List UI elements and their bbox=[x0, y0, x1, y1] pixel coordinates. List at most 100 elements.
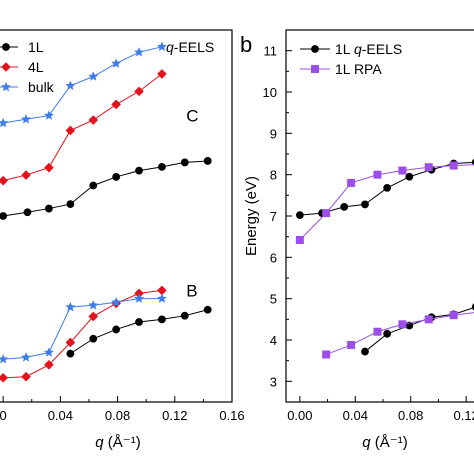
panel-a-series-4L-B-point bbox=[157, 285, 167, 296]
panel-b-series-1l-rpa-point bbox=[449, 311, 458, 320]
panel-a-series-1L-C-point bbox=[66, 200, 75, 208]
panel-a-series-bulk-C-point bbox=[0, 117, 9, 128]
panel-a-series-4L-C-point bbox=[157, 69, 167, 79]
panel-a-series-1L-C-point bbox=[158, 162, 166, 171]
panel-a-series-bulk-B-point bbox=[21, 352, 31, 362]
panel-b-y-tick-label: 7 bbox=[270, 209, 277, 224]
panel-a-series-bulk-B-point bbox=[111, 297, 122, 307]
panel-a-series-1L-B-point bbox=[89, 334, 98, 343]
panel-b-series-1l-rpa-1-line bbox=[299, 164, 474, 241]
panel-b-series-1l-rpa-point bbox=[347, 178, 356, 187]
panel-b-series-1l-rpa-point bbox=[295, 235, 304, 244]
panel-a-x-tick-label: 0.16 bbox=[219, 408, 244, 423]
panel-a-legend-label-1L: 1L bbox=[28, 39, 44, 55]
panel-b-x-axis-label-unit: (Å⁻¹) bbox=[371, 434, 408, 451]
panel-a-series-bulk-C-point bbox=[134, 47, 144, 57]
panel-a-legend-marker-4L bbox=[1, 62, 11, 72]
panel-b-legend-label-1l-rpa: 1L RPA bbox=[335, 61, 382, 77]
panel-a-series-1L-C-point bbox=[0, 212, 8, 220]
panel-a-series-4L-B-point bbox=[44, 360, 54, 370]
panel-a-series-4L-B-point bbox=[134, 288, 144, 299]
panel-b-legend-label-1l-q-eels: 1L q-EELS bbox=[335, 41, 402, 57]
panel-a-series-4L-B-point bbox=[0, 373, 8, 383]
panel-a-x-tick-label: 0.08 bbox=[105, 408, 130, 423]
panel-a-annotation: q-EELS bbox=[166, 39, 214, 55]
panel-b-y-tick-label: 9 bbox=[270, 126, 277, 141]
panel-b-series-1l-q-eels-point bbox=[383, 329, 392, 338]
panel-b-plot: b 3 4 5 6 7 8 9 10 11 0.00 0.04 0.08 0.12 q (Å⁻¹) Energ… bbox=[240, 29, 474, 451]
panel-b-series-1l-rpa-point bbox=[398, 166, 407, 175]
panel-a-x-tick-label: 0.04 bbox=[48, 408, 73, 423]
panel-a-series-4L-C-point bbox=[134, 86, 144, 97]
panel-a-series-4L-C-point bbox=[65, 125, 76, 136]
panel-a-series-4L-B-point bbox=[21, 371, 31, 382]
panel-b-x-tick-label: 0.00 bbox=[287, 408, 312, 423]
legend-text-q: q bbox=[354, 41, 362, 57]
panel-b-series-1l-rpa-point bbox=[424, 315, 433, 324]
panel-b-x-axis-label: q (Å⁻¹) bbox=[362, 434, 407, 451]
panel-b-series-1l-rpa-point bbox=[373, 170, 382, 179]
panel-b-y-tick-label: 4 bbox=[270, 333, 277, 348]
panel-a-x-tick-label: 0.12 bbox=[162, 408, 187, 423]
panel-a-legend-marker-1L bbox=[2, 43, 10, 51]
panel-b-series-1l-rpa-point bbox=[449, 161, 458, 170]
panel-a-series-1L-C-point bbox=[45, 204, 53, 213]
panel-b-series-1l-rpa-point bbox=[347, 340, 356, 349]
panel-b-y-axis-label: Energy (eV) bbox=[243, 176, 260, 256]
panel-a-series-bulk-C-line bbox=[3, 46, 163, 124]
panel-b-series-1l-rpa-point bbox=[322, 350, 331, 359]
panel-b-series-1l-q-eels-point bbox=[361, 347, 369, 356]
panel-a-series-1L-C-line bbox=[3, 160, 208, 217]
panel-b-y-tick-label: 5 bbox=[270, 292, 277, 307]
panel-a-series-4L-B-point bbox=[65, 337, 76, 348]
panel-b-x-tick-label: 0.08 bbox=[398, 408, 423, 423]
panel-a-series-bulk-C-point bbox=[156, 41, 167, 51]
panel-b-legend: 1L q-EELS 1L RPA bbox=[300, 41, 402, 77]
panel-a-group-label: B bbox=[186, 281, 197, 300]
panel-a-series-1L-B-point bbox=[180, 311, 189, 320]
panel-a-series-bulk-B-point bbox=[156, 293, 167, 303]
panel-b-x-tick-label: 0.12 bbox=[453, 408, 474, 423]
panel-b-series-1l-rpa-point bbox=[424, 163, 433, 172]
panel-a-series-bulk-B-point bbox=[134, 293, 144, 303]
panel-b-label: b bbox=[240, 32, 252, 57]
panel-b-series-1l-q-eels-point bbox=[471, 303, 474, 311]
panel-a-series-bulk-C-point bbox=[88, 71, 99, 81]
panel-a-series-1L-C-point bbox=[135, 166, 143, 175]
panel-a-series-4L-B-point bbox=[88, 311, 99, 322]
panel-a-series-4L-C-point bbox=[88, 115, 99, 125]
panel-b-series-1l-q-eels-point bbox=[361, 200, 369, 209]
panel-b-series-1l-q-eels-point bbox=[295, 211, 304, 220]
panel-a-series-1L-B-point bbox=[158, 315, 166, 324]
panel-b-x-axis-label-symbol: q bbox=[362, 434, 371, 451]
panel-a-series-1L-C-point bbox=[112, 173, 121, 181]
panel-a-legend-label-4L: 4L bbox=[28, 59, 44, 75]
panel-b-y-tick-label: 11 bbox=[264, 44, 278, 59]
panel-b-frame bbox=[285, 29, 474, 403]
panel-b-series-1l-q-eels-point bbox=[383, 183, 392, 192]
panel-a-legend: 1L 4L bulk bbox=[0, 39, 55, 95]
panel-a-series-1L-C-point bbox=[203, 157, 212, 165]
panel-a-annotation-rest: -EELS bbox=[174, 39, 214, 55]
panel-a-series-1L-B-point bbox=[203, 305, 212, 314]
panel-a-x-tick-label: 0 bbox=[0, 408, 7, 423]
panel-a-x-axis-label-symbol: q bbox=[95, 434, 104, 451]
legend-text-part: 1L bbox=[335, 41, 354, 57]
panel-a-series-1L-B-point bbox=[135, 318, 143, 326]
panel-a-series-bulk-B-point bbox=[88, 300, 99, 310]
panel-a-series-1L-B-point bbox=[66, 349, 75, 358]
panel-a-series-4L-C-line bbox=[3, 73, 163, 182]
panel-b-series-1l-q-eels-point bbox=[471, 158, 474, 166]
panel-b-series-1l-rpa-point bbox=[398, 320, 407, 329]
panel-a-series-4L-C-point bbox=[111, 99, 121, 110]
panel-a-series-bulk-B-point bbox=[65, 301, 76, 312]
panel-b-legend-marker-1l-q-eels bbox=[311, 45, 319, 53]
panel-a-series-4L-C-point bbox=[44, 162, 54, 173]
panel-a-group-label: C bbox=[186, 107, 198, 126]
panel-a-series-1L-B-point bbox=[112, 325, 121, 334]
panel-b-y-tick-label: 10 bbox=[263, 85, 277, 100]
panel-b-legend-marker-1l-rpa bbox=[311, 65, 319, 73]
panel-b-series-1l-rpa-point bbox=[373, 327, 382, 336]
panel-a-series-bulk-C-point bbox=[43, 110, 54, 120]
